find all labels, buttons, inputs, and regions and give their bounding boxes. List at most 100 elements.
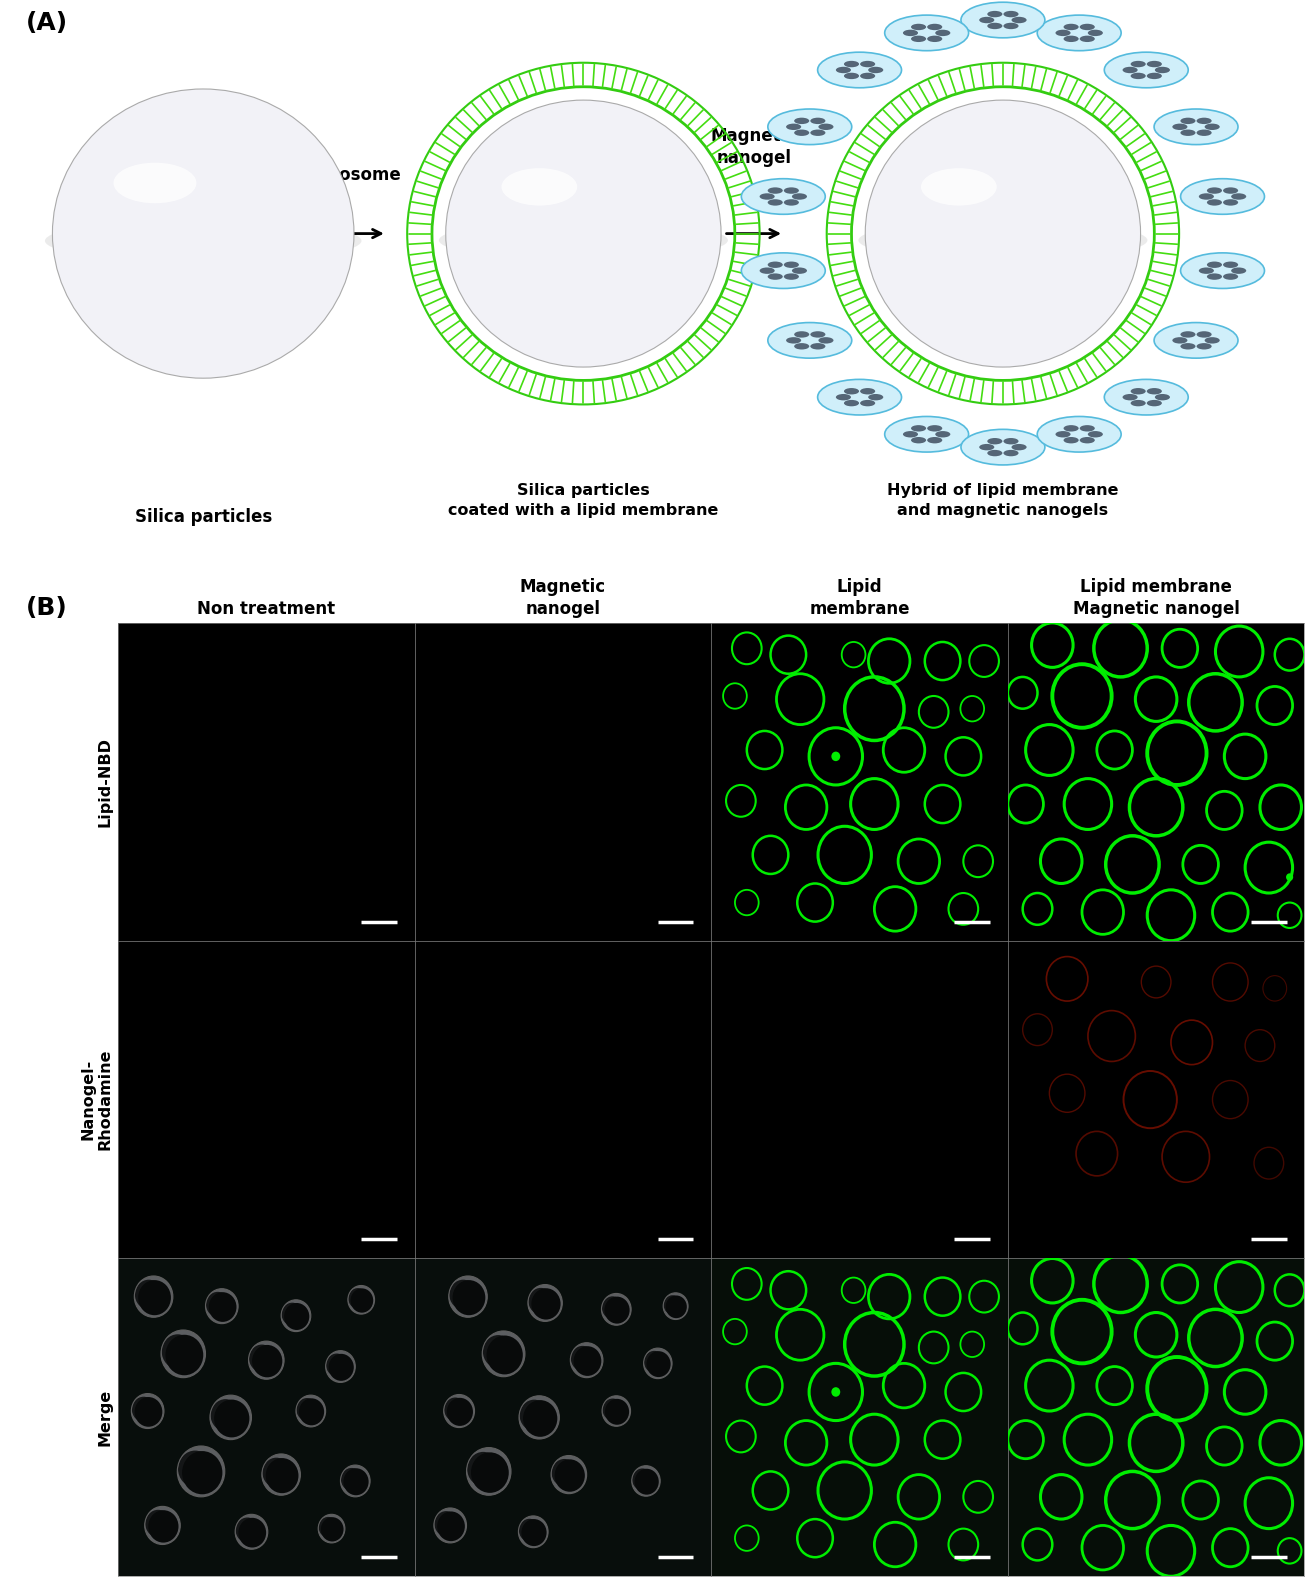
Circle shape [180,1347,189,1357]
Ellipse shape [548,195,623,269]
Ellipse shape [995,221,1016,242]
Circle shape [303,1401,319,1419]
Circle shape [240,1519,264,1545]
Circle shape [645,1349,671,1378]
Circle shape [582,1354,593,1365]
Circle shape [239,1517,265,1546]
Circle shape [144,1286,164,1308]
Circle shape [1088,431,1103,437]
Circle shape [264,1355,270,1363]
Circle shape [831,752,840,761]
Circle shape [471,1452,507,1490]
Circle shape [663,1293,688,1319]
Circle shape [456,1406,464,1414]
Ellipse shape [114,162,197,203]
Circle shape [450,1400,469,1422]
Circle shape [741,178,825,215]
Ellipse shape [494,146,674,319]
Circle shape [979,443,994,450]
Circle shape [219,1301,225,1309]
Circle shape [211,1397,250,1438]
Circle shape [218,1301,227,1311]
Circle shape [182,1451,223,1494]
Circle shape [646,1351,671,1378]
Circle shape [860,73,876,79]
Ellipse shape [939,168,1070,296]
Circle shape [350,1289,374,1313]
Circle shape [1012,17,1027,24]
Circle shape [241,1519,262,1543]
Circle shape [544,1300,548,1305]
Circle shape [532,1408,548,1425]
Circle shape [169,1338,198,1370]
Circle shape [134,1276,173,1317]
Circle shape [482,1335,514,1368]
Circle shape [927,437,943,443]
Ellipse shape [876,110,1130,358]
Circle shape [341,1465,370,1497]
Circle shape [836,67,851,73]
Circle shape [325,1522,338,1535]
Circle shape [1197,343,1211,350]
Circle shape [300,1400,323,1422]
Circle shape [281,1300,311,1332]
Circle shape [266,1459,299,1494]
Ellipse shape [880,113,1127,353]
Ellipse shape [473,126,694,340]
Ellipse shape [582,227,590,234]
Circle shape [282,1301,309,1330]
Circle shape [336,1360,346,1371]
Circle shape [911,426,926,432]
Circle shape [666,1295,686,1317]
Circle shape [632,1468,653,1490]
Circle shape [1055,30,1071,37]
Ellipse shape [869,103,1137,364]
Circle shape [469,1451,509,1492]
Circle shape [467,1448,511,1495]
Circle shape [296,1395,325,1427]
Circle shape [649,1352,667,1373]
Circle shape [1172,124,1188,130]
Ellipse shape [64,100,343,367]
Circle shape [545,1301,547,1303]
Circle shape [1003,450,1019,456]
Circle shape [633,1467,659,1495]
Circle shape [665,1293,687,1319]
Circle shape [485,1465,494,1475]
Circle shape [1130,388,1146,394]
Ellipse shape [148,178,262,286]
Circle shape [477,1459,501,1484]
Circle shape [138,1281,170,1316]
Circle shape [490,1338,518,1368]
Circle shape [1104,52,1188,87]
Circle shape [1147,400,1162,407]
Circle shape [602,1293,631,1325]
Circle shape [604,1398,629,1425]
Circle shape [768,262,783,269]
Circle shape [1003,11,1019,17]
Circle shape [161,1335,194,1368]
Circle shape [257,1349,277,1370]
Circle shape [637,1471,656,1490]
Ellipse shape [439,221,728,261]
Circle shape [244,1524,260,1540]
Circle shape [147,1510,178,1541]
Circle shape [288,1306,304,1324]
Circle shape [439,1513,461,1537]
Circle shape [610,1403,624,1419]
Ellipse shape [106,138,303,327]
Circle shape [296,1398,317,1421]
Text: Silica particles: Silica particles [135,508,271,526]
Circle shape [206,1289,239,1324]
Circle shape [574,1346,602,1376]
Circle shape [528,1287,553,1314]
Circle shape [253,1346,279,1374]
Circle shape [252,1344,282,1378]
Circle shape [173,1343,194,1365]
Ellipse shape [974,202,1036,262]
Circle shape [911,437,926,443]
Circle shape [560,1463,579,1484]
Circle shape [1197,331,1211,337]
Circle shape [612,1303,621,1314]
Circle shape [249,1341,284,1379]
